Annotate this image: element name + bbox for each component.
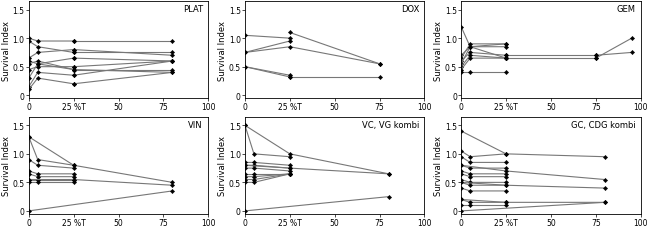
Text: GC, CDG kombi: GC, CDG kombi	[571, 120, 635, 129]
Y-axis label: Survival Index: Survival Index	[434, 20, 443, 80]
Y-axis label: Survival Index: Survival Index	[218, 136, 227, 195]
Y-axis label: Survival Index: Survival Index	[2, 136, 11, 195]
Y-axis label: Survival Index: Survival Index	[218, 20, 227, 80]
Text: VC, VG kombi: VC, VG kombi	[361, 120, 419, 129]
Y-axis label: Survival Index: Survival Index	[434, 136, 443, 195]
Text: VIN: VIN	[188, 120, 203, 129]
Y-axis label: Survival Index: Survival Index	[2, 20, 11, 80]
Text: DOX: DOX	[400, 5, 419, 14]
Text: GEM: GEM	[616, 5, 635, 14]
Text: PLAT: PLAT	[183, 5, 203, 14]
